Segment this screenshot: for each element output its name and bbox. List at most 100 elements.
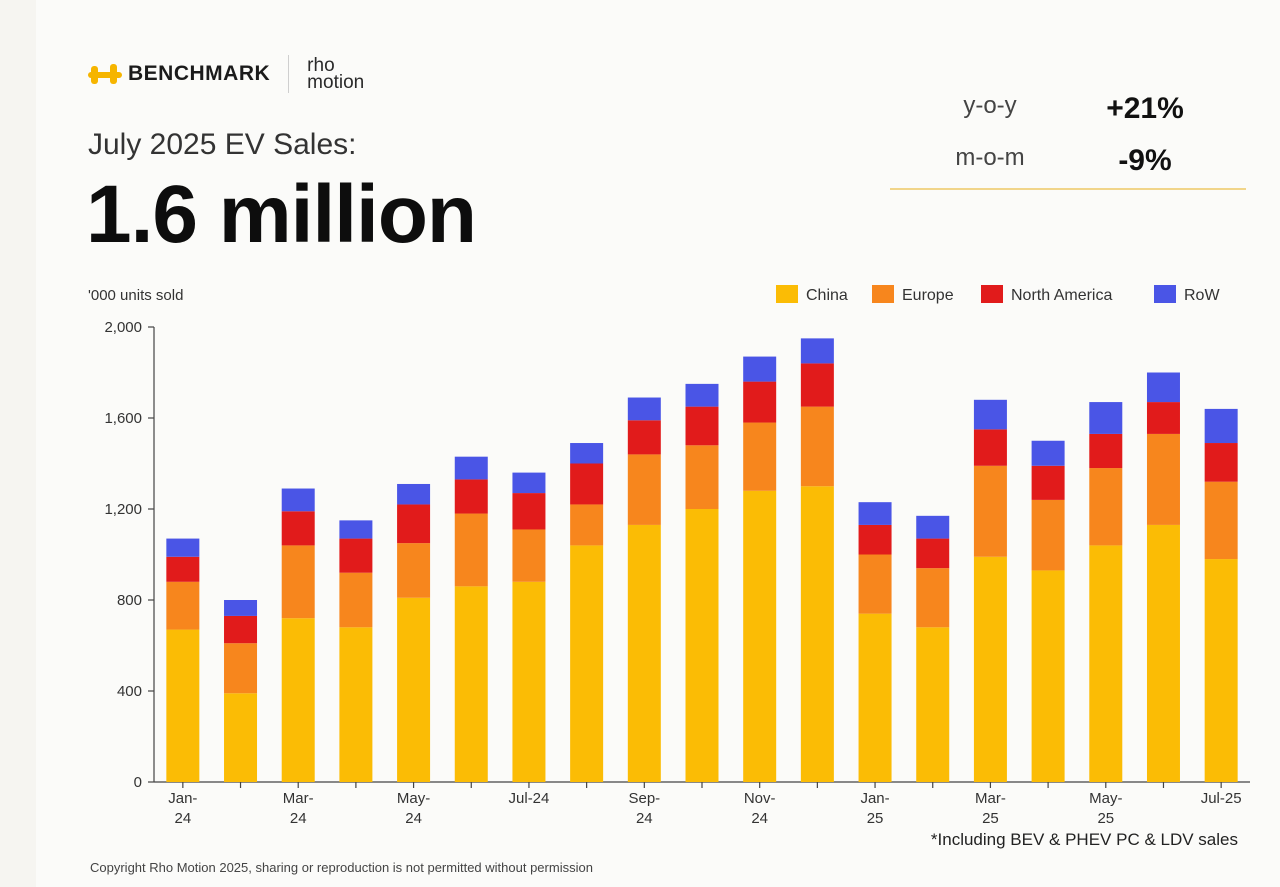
rho-logo-line1: rho (307, 55, 335, 76)
x-tick-label: Jul-25 (1201, 790, 1242, 807)
x-tick-label: 25 (867, 810, 884, 827)
bar-north-america-feb-24 (224, 615, 258, 644)
x-tick-label: 25 (982, 810, 999, 827)
x-tick-label: 24 (174, 810, 191, 827)
bar-china-aug-24 (570, 545, 604, 782)
bar-row-jun-24 (454, 456, 488, 480)
bar-china-apr-25 (1031, 570, 1065, 782)
x-tick-label: 24 (290, 810, 307, 827)
bar-row-aug-24 (570, 443, 604, 464)
bar-north-america-jul-24 (512, 493, 546, 530)
bar-row-sep-24 (627, 397, 661, 421)
legend-swatch-row (1154, 285, 1176, 303)
benchmark-logo-icon (88, 64, 122, 84)
bar-europe-aug-24 (570, 504, 604, 546)
bar-europe-mar-25 (973, 465, 1007, 557)
bar-europe-jun-24 (454, 513, 488, 587)
bar-china-mar-25 (973, 556, 1007, 782)
stats-panel: y-o-y +21% m-o-m -9% (890, 86, 1246, 190)
x-tick-label: May- (1089, 790, 1122, 807)
bar-north-america-jan-24 (166, 556, 200, 582)
page-subtitle: July 2025 EV Sales: (88, 128, 357, 161)
y-tick-label: 400 (117, 683, 142, 700)
bar-europe-jun-25 (1146, 433, 1180, 525)
y-tick-label: 1,600 (104, 410, 142, 427)
x-tick-label: Nov- (744, 790, 776, 807)
bar-europe-feb-24 (224, 643, 258, 694)
copyright: Copyright Rho Motion 2025, sharing or re… (90, 860, 593, 875)
bar-europe-jan-25 (858, 554, 892, 614)
bar-row-dec-24 (800, 338, 834, 364)
x-tick-label: 24 (405, 810, 422, 827)
bar-china-dec-24 (800, 486, 834, 782)
bar-row-oct-24 (685, 383, 719, 407)
bar-europe-mar-24 (281, 545, 315, 619)
bar-china-may-24 (397, 597, 431, 782)
stat-value: -9% (1118, 144, 1172, 177)
x-tick-label: Sep- (628, 790, 660, 807)
bar-row-jul-24 (512, 472, 546, 494)
rho-logo-line2: motion (307, 72, 365, 93)
bar-row-may-25 (1089, 402, 1123, 434)
stat-row-mom: m-o-m -9% (890, 144, 1246, 184)
bar-row-mar-24 (281, 488, 315, 512)
legend-label-row: RoW (1184, 287, 1220, 304)
rho-motion-logo: rho motion (307, 55, 365, 93)
bar-china-jan-25 (858, 613, 892, 782)
y-tick-label: 1,200 (104, 501, 142, 518)
bar-europe-feb-25 (916, 568, 950, 628)
bar-row-apr-24 (339, 520, 373, 539)
bar-china-jun-24 (454, 586, 488, 782)
bar-europe-apr-24 (339, 572, 373, 628)
bar-china-apr-24 (339, 627, 373, 782)
bar-row-nov-24 (743, 356, 777, 382)
page-headline: 1.6 million (86, 169, 477, 260)
bar-china-jan-24 (166, 629, 200, 782)
bar-europe-dec-24 (800, 406, 834, 487)
bar-north-america-apr-24 (339, 538, 373, 573)
legend-swatch-north-america (981, 285, 1003, 303)
bar-china-jul-24 (512, 581, 546, 782)
stat-label: m-o-m (955, 144, 1025, 171)
benchmark-logo-text: BENCHMARK (128, 62, 271, 85)
bar-north-america-dec-24 (800, 363, 834, 407)
bar-europe-jan-24 (166, 581, 200, 630)
bar-north-america-jun-25 (1146, 402, 1180, 434)
bar-north-america-apr-25 (1031, 465, 1065, 500)
legend-swatch-china (776, 285, 798, 303)
y-tick-label: 800 (117, 592, 142, 609)
bar-row-feb-25 (916, 515, 950, 539)
bar-north-america-may-24 (397, 504, 431, 544)
bar-china-jun-25 (1146, 524, 1180, 782)
logo-divider (288, 55, 290, 93)
bar-china-feb-24 (224, 693, 258, 782)
bar-china-feb-25 (916, 627, 950, 782)
bar-north-america-aug-24 (570, 463, 604, 505)
bar-europe-may-25 (1089, 468, 1123, 546)
bar-china-mar-24 (281, 618, 315, 782)
bar-europe-sep-24 (627, 454, 661, 525)
bar-europe-oct-24 (685, 445, 719, 509)
y-axis-label: '000 units sold (88, 287, 183, 304)
bar-china-nov-24 (743, 490, 777, 782)
bar-north-america-sep-24 (627, 420, 661, 455)
bar-china-may-25 (1089, 545, 1123, 782)
x-tick-label: 24 (751, 810, 768, 827)
footnote: *Including BEV & PHEV PC & LDV sales (930, 830, 1238, 849)
x-tick-label: Mar- (283, 790, 314, 807)
x-tick-label: Jan- (168, 790, 197, 807)
bar-europe-jul-24 (512, 529, 546, 582)
bar-europe-jul-25 (1204, 481, 1238, 560)
x-tick-label: Mar- (975, 790, 1006, 807)
bar-row-apr-25 (1031, 440, 1065, 466)
bar-europe-nov-24 (743, 422, 777, 491)
stat-row-yoy: y-o-y +21% (890, 92, 1246, 132)
y-tick-label: 0 (134, 774, 142, 791)
bar-row-jan-24 (166, 538, 200, 557)
x-tick-label: Jan- (860, 790, 889, 807)
bar-north-america-feb-25 (916, 538, 950, 569)
x-tick-label: 25 (1097, 810, 1114, 827)
x-tick-label: May- (397, 790, 430, 807)
bar-europe-apr-25 (1031, 499, 1065, 571)
